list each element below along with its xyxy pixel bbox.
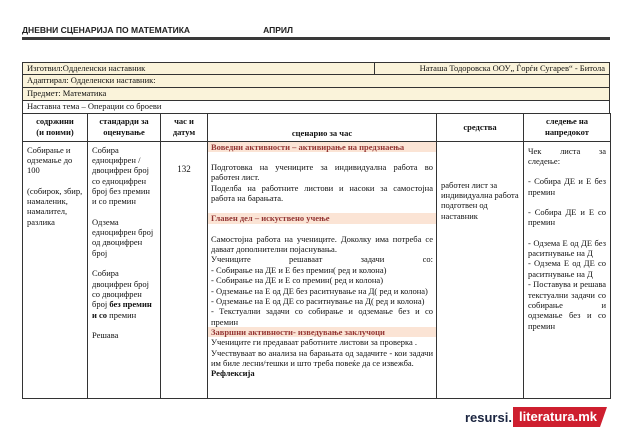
col-header-resources: средства	[436, 112, 524, 142]
col-header-line: (и поими)	[36, 127, 74, 138]
lesson-hour-number: 132	[177, 163, 191, 174]
info-row-izgotvil: Изготвил:Одделенски наставник Наташа Тод…	[21, 61, 610, 76]
resources-text: работен лист за индивидуална работа подг…	[441, 179, 519, 221]
scenario-closing-header: Завршни активности- изведување заклучоци	[208, 326, 436, 338]
info-row-adaptiral: Адаптирал: Одделенски наставник:	[22, 74, 610, 89]
col-header-line: датум	[172, 127, 196, 138]
tracking-item: - Собира ДЕ и Е со премин	[528, 207, 606, 228]
scenario-bullet: - Собирање на ДЕ и Е без премин( ред и к…	[211, 264, 387, 275]
standard-item: Собира едноцифрен / двоцифрен број со ед…	[92, 144, 150, 207]
standard-item: Одзема едноцифрен број од двоцифрен број	[92, 216, 154, 258]
doc-title: ДНЕВНИ СЦЕНАРИЈА ПО МАТЕМАТИКА	[22, 25, 191, 35]
scenario-paragraph: Учествуваат во анализа на барањата од за…	[211, 347, 433, 369]
col-header-line: сценарио за час	[291, 127, 353, 138]
cell-standards: Собира едноцифрен / двоцифрен број со ед…	[87, 140, 161, 399]
info-table: Изготвил:Одделенски наставник Наташа Тод…	[21, 61, 610, 114]
scenario-paragraph: Учениците ги предаваат работните листови…	[211, 337, 417, 348]
tracking-title: Чек листа за следење:	[528, 145, 606, 166]
scenario-intro-header: Воведни активности – активирање на предз…	[208, 141, 436, 152]
standard-text-bold: без премин и со	[92, 299, 152, 320]
cell-scenario: Воведни активности – активирање на предз…	[207, 140, 437, 399]
info-izgotvil-label: Изготвил:Одделенски наставник	[21, 61, 376, 76]
info-author-value: Наташа Тодоровска ООУ„ Ѓорѓи Сугарев“ - …	[374, 61, 610, 76]
col-header-line: стандарди за	[99, 116, 149, 127]
standard-item: Решава	[92, 329, 119, 340]
col-header-hour: час и датум	[160, 112, 208, 142]
info-tema-label: Наставна тема – Операции со броеви	[22, 99, 610, 114]
col-header-contents: содржини (и поими)	[22, 112, 88, 142]
header-rule	[22, 37, 610, 40]
col-header-standards: стандарди за оценување	[87, 112, 161, 142]
standard-item: Собира двоцифрен број со двоцифрен број …	[92, 268, 156, 320]
doc-month: АПРИЛ	[263, 25, 293, 35]
brand-box-text: literatura.mk	[513, 407, 607, 427]
standard-text: Собира двоцифрен број со двоцифрен број	[92, 268, 150, 310]
tracking-item: - Собира ДЕ и Е без премин	[528, 176, 606, 197]
lesson-row: Собирање и одземање до 100 (собирок, зби…	[22, 140, 611, 399]
standard-text: премин	[107, 309, 137, 320]
contents-terms: (собирок, збир, намаленик, намалител, ра…	[27, 185, 83, 227]
lesson-plan-table: содржини (и поими) стандарди за оценувањ…	[22, 112, 611, 399]
tracking-item: - Поставува и решава текстуални задачи с…	[528, 279, 606, 331]
col-header-scenario: сценарио за час	[207, 112, 437, 142]
table-header-row: содржини (и поими) стандарди за оценувањ…	[22, 112, 611, 142]
scenario-reflection: Рефлексија	[211, 368, 255, 379]
cell-resources: работен лист за индивидуална работа подг…	[436, 140, 524, 399]
scenario-paragraph: Поделба на работните листови и насоки за…	[211, 182, 433, 203]
scenario-main-header: Главен дел – искуствено учење	[208, 213, 436, 224]
cell-hour: 132	[160, 140, 208, 399]
col-header-line: напредокот	[545, 127, 589, 138]
scenario-paragraph: Подготовка на учениците за индивидуална …	[211, 161, 433, 183]
info-adaptiral-label: Адаптирал: Одделенски наставник:	[22, 74, 610, 89]
col-header-line: содржини	[36, 116, 74, 127]
tracking-item: - Одзема Е од ДЕ со раситнување на Д	[528, 258, 606, 279]
info-row-tema: Наставна тема – Операции со броеви	[22, 99, 610, 114]
scenario-paragraph: Учениците решаваат задачи со:	[211, 254, 433, 265]
col-header-line: час и	[174, 116, 194, 127]
col-header-line: средства	[463, 121, 497, 132]
col-header-tracking: следење на напредокот	[523, 112, 611, 142]
brand-prefix-text: resursi.	[464, 409, 512, 425]
scenario-bullet: - Одземање на Е од ДЕ со раситнување на …	[211, 295, 425, 306]
cell-contents: Собирање и одземање до 100 (собирок, зби…	[22, 140, 88, 399]
cell-tracking: Чек листа за следење: - Собира ДЕ и Е бе…	[523, 140, 611, 399]
tracking-item: - Одзема Е од ДЕ без раситнување на Д	[528, 237, 606, 259]
brand-logo: resursi. literatura.mk	[465, 407, 607, 427]
scenario-bullet: - Одземање на Е од ДЕ без раситнување на…	[211, 285, 428, 296]
col-header-line: следење на	[545, 116, 589, 127]
scenario-paragraph: Самостојна работа на учениците. Доколку …	[211, 233, 433, 255]
info-predmet-label: Предмет: Математика	[22, 87, 610, 101]
col-header-line: оценување	[103, 127, 145, 138]
info-row-predmet: Предмет: Математика	[22, 87, 610, 101]
scenario-bullet: - Собирање на ДЕ и Е со премин( ред и ко…	[211, 275, 384, 286]
contents-topic: Собирање и одземање до 100	[27, 144, 73, 176]
scenario-bullet: - Текстуални задачи со собирање и одзема…	[211, 306, 433, 327]
document-header: ДНЕВНИ СЦЕНАРИЈА ПО МАТЕМАТИКА АПРИЛ	[0, 0, 632, 35]
